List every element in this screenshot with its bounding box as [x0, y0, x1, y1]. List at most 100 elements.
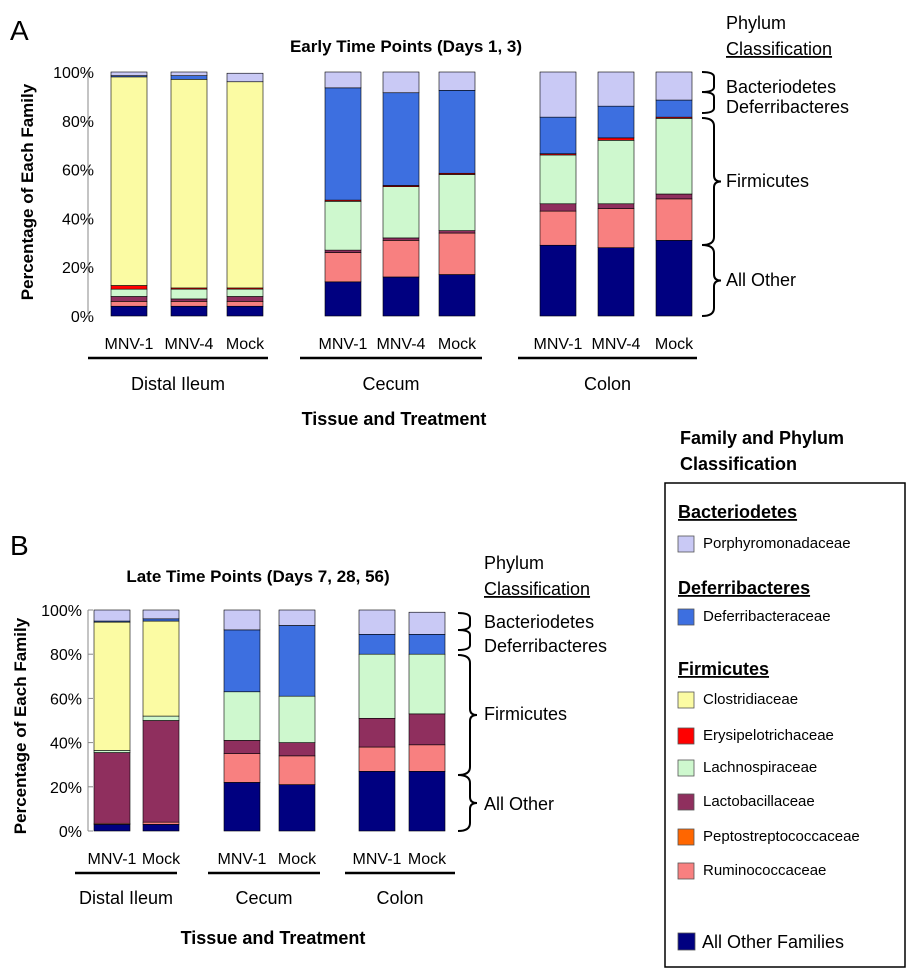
- bar-segment-all-other-families: [278, 784, 316, 832]
- bar-label: MNV-1: [353, 851, 402, 868]
- bar-label: Mock: [278, 851, 317, 868]
- bar-segment-all-other-families: [324, 281, 362, 317]
- panel-b-classification-header: Classification: [484, 579, 590, 599]
- phylum-bracket-deferribacteres: [701, 91, 715, 114]
- bar-segment-porphyromonadaceae: [170, 71, 208, 76]
- bar-segment-lachnospiraceae: [324, 201, 362, 251]
- bar-label: MNV-1: [105, 336, 154, 353]
- legend-swatch-erysipelotrichaceae: [677, 727, 695, 745]
- bar-label: Mock: [438, 336, 477, 353]
- bar-segment-ruminococcaceae: [226, 301, 264, 307]
- panel-a-classification-header: Classification: [726, 39, 832, 59]
- bar-segment-lactobacillaceae: [438, 230, 476, 234]
- legend-item-all-other-families: All Other Families: [702, 932, 844, 952]
- y-tick-label: 60%: [50, 691, 82, 708]
- panel-a-bracket-bacteriodetes: Bacteriodetes: [726, 77, 836, 97]
- bar-segment-all-other-families: [438, 274, 476, 317]
- group-label: Distal Ileum: [131, 374, 225, 394]
- bar-label: MNV-4: [377, 336, 426, 353]
- bar-segment-ruminococcaceae: [382, 240, 420, 278]
- bar-segment-all-other-families: [93, 824, 131, 832]
- legend-item-deferribacteraceae: Deferribacteraceae: [703, 608, 831, 625]
- bar-segment-all-other-families: [597, 247, 635, 317]
- bar-segment-porphyromonadaceae: [438, 71, 476, 91]
- group-label: Colon: [376, 888, 423, 908]
- bar-segment-lachnospiraceae: [93, 750, 131, 753]
- bar-segment-all-other-families: [110, 305, 148, 317]
- panel-b-title: Late Time Points (Days 7, 28, 56): [126, 567, 389, 586]
- bar-segment-ruminococcaceae: [597, 208, 635, 248]
- bar-segment-porphyromonadaceae: [597, 71, 635, 107]
- phylum-bracket-firmicutes: [457, 654, 478, 776]
- y-tick-label: 40%: [50, 736, 82, 753]
- bar-segment-erysipelotrichaceae: [110, 285, 148, 290]
- bar-segment-deferribacteraceae: [408, 634, 446, 655]
- panel-b-phylum-header: Phylum: [484, 553, 544, 573]
- y-tick-label: 80%: [50, 647, 82, 664]
- bar-segment-lachnospiraceae: [408, 653, 446, 715]
- bar-label: MNV-1: [319, 336, 368, 353]
- bar-label: Mock: [142, 851, 181, 868]
- legend-item-lactobacillaceae: Lactobacillaceae: [703, 793, 815, 810]
- bar-segment-deferribacteraceae: [142, 618, 180, 622]
- phylum-bracket-bacteriodetes: [457, 612, 471, 631]
- panel-a-label: A: [10, 15, 29, 46]
- legend-item-erysipelotrichaceae: Erysipelotrichaceae: [703, 727, 834, 744]
- panel-b-bracket-all-other: All Other: [484, 794, 554, 814]
- panel-b-label: B: [10, 530, 29, 561]
- bar-segment-lactobacillaceae: [324, 249, 362, 253]
- panel-b-bracket-deferribacteres: Deferribacteres: [484, 636, 607, 656]
- bar-segment-all-other-families: [382, 276, 420, 317]
- bar-segment-lachnospiraceae: [382, 186, 420, 239]
- legend-box: [664, 482, 906, 968]
- bar-segment-ruminococcaceae: [655, 198, 693, 241]
- legend-swatch-clostridiaceae: [677, 691, 695, 709]
- legend-item-peptostreptococcaceae: Peptostreptococcaceae: [703, 828, 860, 845]
- bar-segment-ruminococcaceae: [324, 252, 362, 283]
- legend-phylum-firmicutes: Firmicutes: [678, 659, 769, 679]
- legend: Bacteriodetes Porphyromonadaceae Deferriba…: [677, 502, 860, 952]
- group-label: Cecum: [362, 374, 419, 394]
- bar-segment-all-other-families: [142, 824, 180, 832]
- bar-segment-lachnospiraceae: [539, 154, 577, 205]
- bar-segment-ruminococcaceae: [278, 755, 316, 785]
- y-tick-label: 0%: [59, 824, 82, 841]
- bar-segment-ruminococcaceae: [408, 744, 446, 772]
- bar-segment-porphyromonadaceae: [278, 609, 316, 626]
- bar-segment-all-other-families: [408, 771, 446, 832]
- bar-segment-lactobacillaceae: [93, 752, 131, 824]
- bar-segment-deferribacteraceae: [597, 105, 635, 139]
- bar-segment-deferribacteraceae: [539, 116, 577, 155]
- legend-item-clostridiaceae: Clostridiaceae: [703, 691, 798, 708]
- panel-a-bracket-deferribacteres: Deferribacteres: [726, 97, 849, 117]
- legend-swatch-lachnospiraceae: [677, 759, 695, 777]
- legend-title-line1: Family and Phylum: [680, 428, 844, 448]
- bar-segment-lachnospiraceae: [278, 695, 316, 743]
- bar-segment-lactobacillaceae: [223, 740, 261, 754]
- y-tick-label: 20%: [50, 780, 82, 797]
- panel-a-bracket-firmicutes: Firmicutes: [726, 171, 809, 191]
- bar-segment-porphyromonadaceae: [142, 609, 180, 620]
- y-tick-label: 100%: [53, 65, 94, 82]
- bar-segment-ruminococcaceae: [142, 821, 180, 825]
- panel-b-x-axis-label: Tissue and Treatment: [181, 928, 366, 948]
- bar-segment-deferribacteraceae: [278, 625, 316, 697]
- bar-segment-ruminococcaceae: [110, 301, 148, 307]
- phylum-bracket-all-other: [701, 244, 722, 317]
- bar-segment-lachnospiraceae: [223, 691, 261, 741]
- bar-segment-lactobacillaceae: [539, 203, 577, 212]
- legend-item-ruminococcaceae: Ruminococcaceae: [703, 862, 826, 879]
- bar-segment-lachnospiraceae: [597, 140, 635, 205]
- panel-b-y-axis-label: Percentage of Each Family: [11, 617, 30, 834]
- bar-segment-porphyromonadaceae: [408, 611, 446, 635]
- bar-segment-porphyromonadaceae: [358, 609, 396, 635]
- legend-title-line2: Classification: [680, 454, 797, 474]
- bar-label: MNV-1: [218, 851, 267, 868]
- bar-segment-lachnospiraceae: [358, 653, 396, 719]
- bar-segment-all-other-families: [223, 782, 261, 832]
- phylum-bracket-firmicutes: [701, 117, 722, 246]
- bar-segment-clostridiaceae: [93, 621, 131, 751]
- bar-segment-lactobacillaceae: [655, 193, 693, 200]
- panel-a-title: Early Time Points (Days 1, 3): [290, 37, 522, 56]
- bar-segment-lachnospiraceae: [170, 288, 208, 300]
